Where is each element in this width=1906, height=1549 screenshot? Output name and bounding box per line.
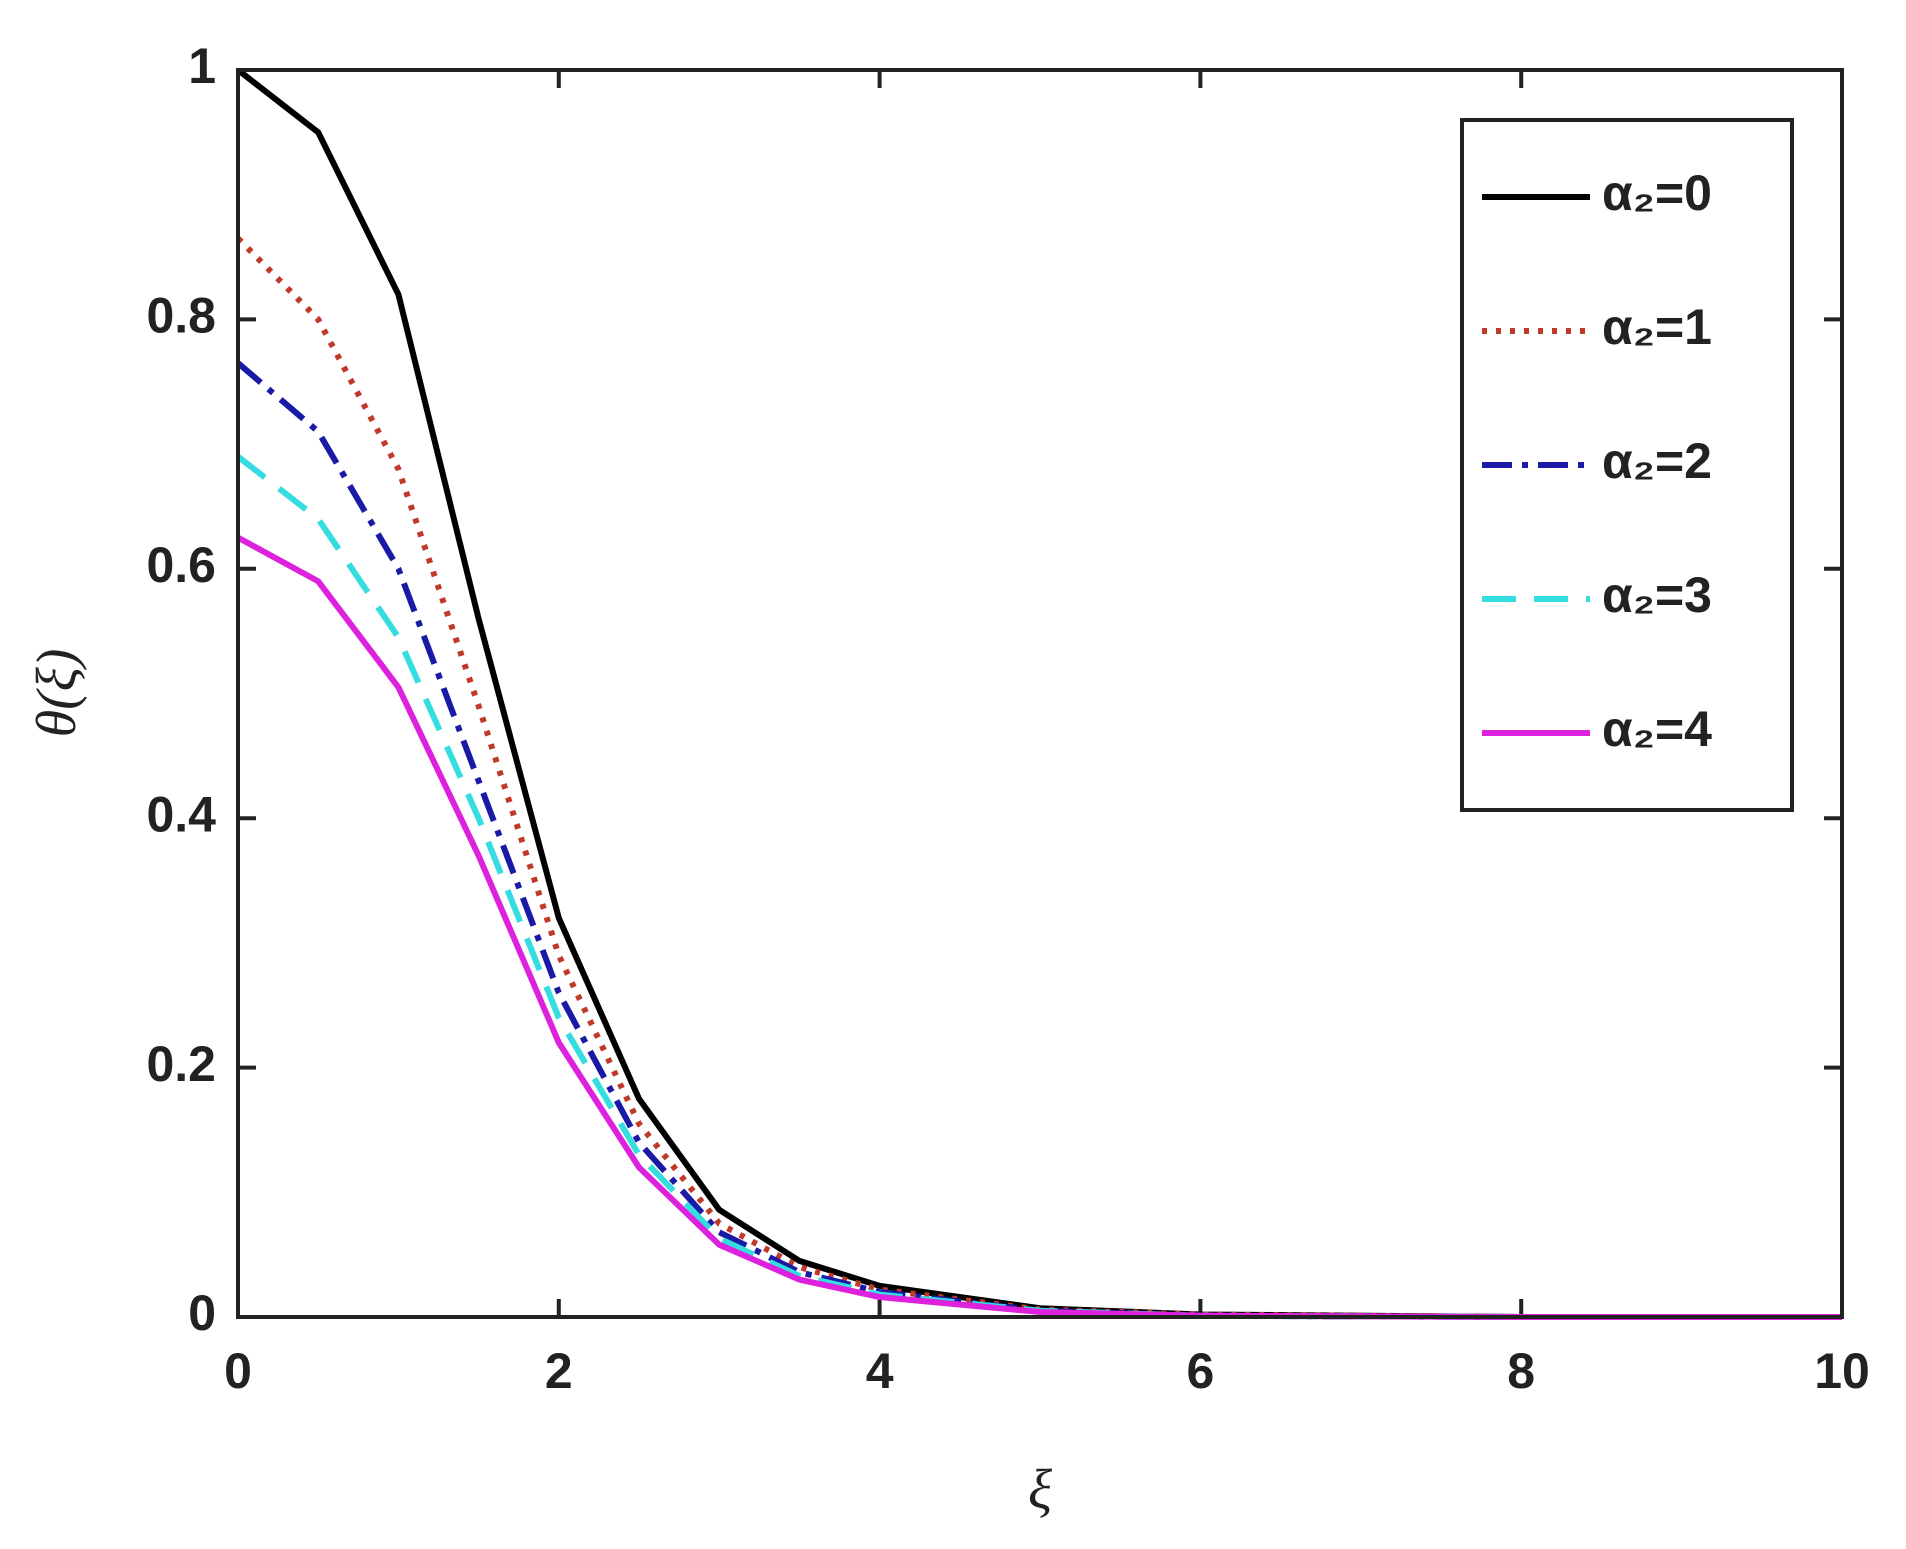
legend-label: α₂=0: [1602, 165, 1712, 221]
plot-frame: [236, 68, 1844, 1319]
legend-label: α₂=2: [1602, 433, 1712, 489]
y-tick-label: 0.6: [146, 537, 216, 593]
y-axis-label: θ(ξ): [26, 649, 88, 738]
legend-label: α₂=1: [1602, 299, 1712, 355]
legend-label: α₂=4: [1602, 701, 1712, 757]
data-line: [236, 360, 1842, 1320]
y-tick-label: 0.8: [146, 288, 216, 344]
x-tick-label: 10: [1814, 1343, 1870, 1399]
x-tick-label: 4: [866, 1343, 894, 1399]
x-tick-label: 6: [1186, 1343, 1214, 1399]
x-axis-label: ξ: [1028, 1459, 1052, 1521]
x-tick-label: 0: [224, 1343, 252, 1399]
y-tick-label: 0.2: [146, 1036, 216, 1092]
x-tick-label: 2: [545, 1343, 573, 1399]
data-line: [235, 236, 1842, 1320]
x-tick-label: 8: [1507, 1343, 1535, 1399]
y-tick-label: 0.4: [146, 786, 216, 842]
legend-label: α₂=3: [1602, 567, 1712, 623]
y-tick-label: 0: [188, 1285, 216, 1341]
y-tick-label: 1: [188, 38, 216, 94]
legend-box: [1460, 118, 1794, 812]
